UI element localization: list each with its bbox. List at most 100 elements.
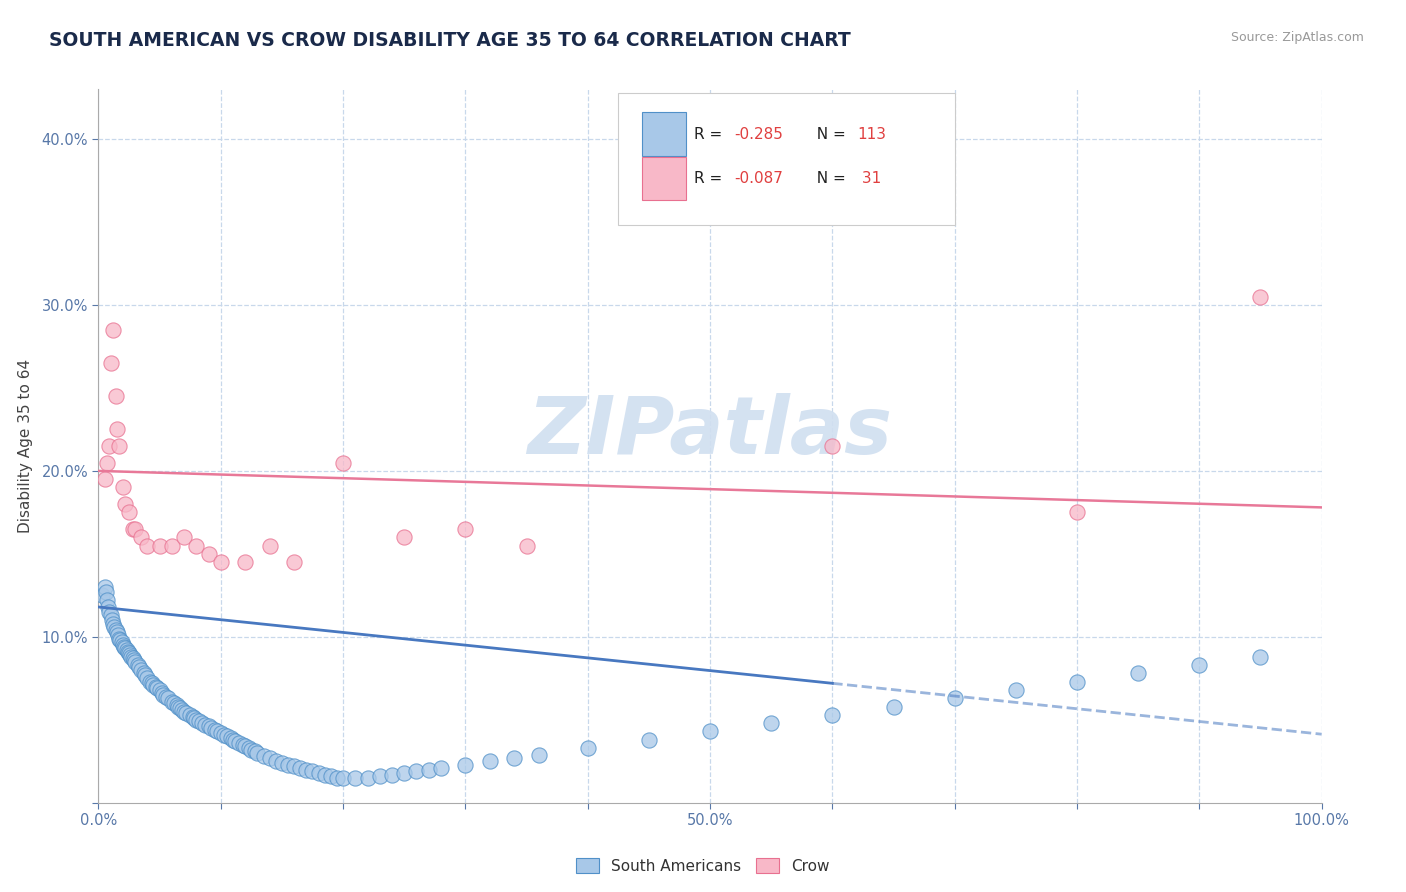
Point xyxy=(200,721,222,735)
Point xyxy=(111,638,134,652)
Point xyxy=(197,547,219,561)
Point xyxy=(170,703,193,717)
Point xyxy=(91,588,114,602)
Point xyxy=(295,763,318,777)
Point xyxy=(173,530,195,544)
Point xyxy=(277,757,299,772)
Point xyxy=(270,756,294,770)
Point xyxy=(120,649,142,664)
Point xyxy=(503,751,526,765)
Text: 113: 113 xyxy=(856,127,886,142)
Point xyxy=(191,716,214,731)
Point xyxy=(136,539,159,553)
Point xyxy=(430,761,453,775)
Point xyxy=(197,719,219,733)
Point xyxy=(93,580,115,594)
Point xyxy=(515,539,537,553)
Point xyxy=(1249,649,1271,664)
Text: SOUTH AMERICAN VS CROW DISABILITY AGE 35 TO 64 CORRELATION CHART: SOUTH AMERICAN VS CROW DISABILITY AGE 35… xyxy=(49,31,851,50)
Point xyxy=(405,764,427,779)
Text: -0.087: -0.087 xyxy=(734,171,783,186)
Point xyxy=(129,530,152,544)
Point xyxy=(454,757,477,772)
Text: N =: N = xyxy=(807,127,851,142)
Point xyxy=(155,690,177,704)
Point xyxy=(319,769,342,783)
Point xyxy=(238,741,260,756)
Point xyxy=(149,539,172,553)
Point xyxy=(101,323,124,337)
Point xyxy=(259,539,281,553)
Point xyxy=(176,706,198,721)
Point xyxy=(478,754,501,768)
Point xyxy=(418,763,440,777)
Point xyxy=(110,633,132,648)
Text: 31: 31 xyxy=(856,171,882,186)
Point xyxy=(121,651,143,665)
Point xyxy=(108,632,131,646)
Point xyxy=(264,754,287,768)
Point xyxy=(883,699,905,714)
Point xyxy=(132,666,155,681)
Point xyxy=(115,643,138,657)
Point xyxy=(259,751,281,765)
Point xyxy=(100,608,122,623)
Point xyxy=(129,663,152,677)
Point xyxy=(167,699,190,714)
Point xyxy=(214,728,236,742)
Point xyxy=(104,389,127,403)
Point xyxy=(160,695,183,709)
Point xyxy=(96,456,118,470)
Point xyxy=(101,613,124,627)
Point xyxy=(392,530,416,544)
Text: Source: ZipAtlas.com: Source: ZipAtlas.com xyxy=(1230,31,1364,45)
Point xyxy=(209,555,232,569)
Point xyxy=(117,645,139,659)
Point xyxy=(118,647,141,661)
Point xyxy=(332,771,354,785)
Text: N =: N = xyxy=(807,171,851,186)
Point xyxy=(454,522,477,536)
FancyBboxPatch shape xyxy=(641,112,686,156)
Point xyxy=(252,749,274,764)
Point xyxy=(368,769,391,783)
Point xyxy=(103,620,125,634)
Point xyxy=(181,709,204,723)
Point xyxy=(314,767,336,781)
Point xyxy=(166,698,188,712)
Point xyxy=(118,505,141,519)
Point xyxy=(222,732,245,747)
Point xyxy=(142,678,165,692)
Point xyxy=(127,658,149,673)
Point xyxy=(344,771,367,785)
Point xyxy=(205,724,228,739)
Point xyxy=(240,742,263,756)
Point xyxy=(186,539,208,553)
Point xyxy=(163,696,186,710)
Point xyxy=(152,688,174,702)
Point xyxy=(233,555,256,569)
Text: ZIPatlas: ZIPatlas xyxy=(527,392,893,471)
Point xyxy=(114,497,136,511)
Point xyxy=(246,746,269,760)
Point xyxy=(527,747,550,762)
Point xyxy=(149,682,172,697)
Point xyxy=(105,624,128,639)
Point xyxy=(111,635,134,649)
Legend: South Americans, Crow: South Americans, Crow xyxy=(569,852,837,880)
Point xyxy=(187,714,209,729)
Point xyxy=(228,736,250,750)
Point xyxy=(215,730,238,744)
Point xyxy=(98,605,121,619)
Point xyxy=(326,771,349,785)
Point xyxy=(179,707,201,722)
Point xyxy=(93,472,115,486)
Point xyxy=(1004,682,1026,697)
Point xyxy=(821,707,844,722)
Point xyxy=(94,585,117,599)
Point xyxy=(101,616,124,631)
Text: R =: R = xyxy=(695,127,727,142)
Point xyxy=(392,766,416,780)
Point xyxy=(1249,290,1271,304)
FancyBboxPatch shape xyxy=(619,93,955,225)
